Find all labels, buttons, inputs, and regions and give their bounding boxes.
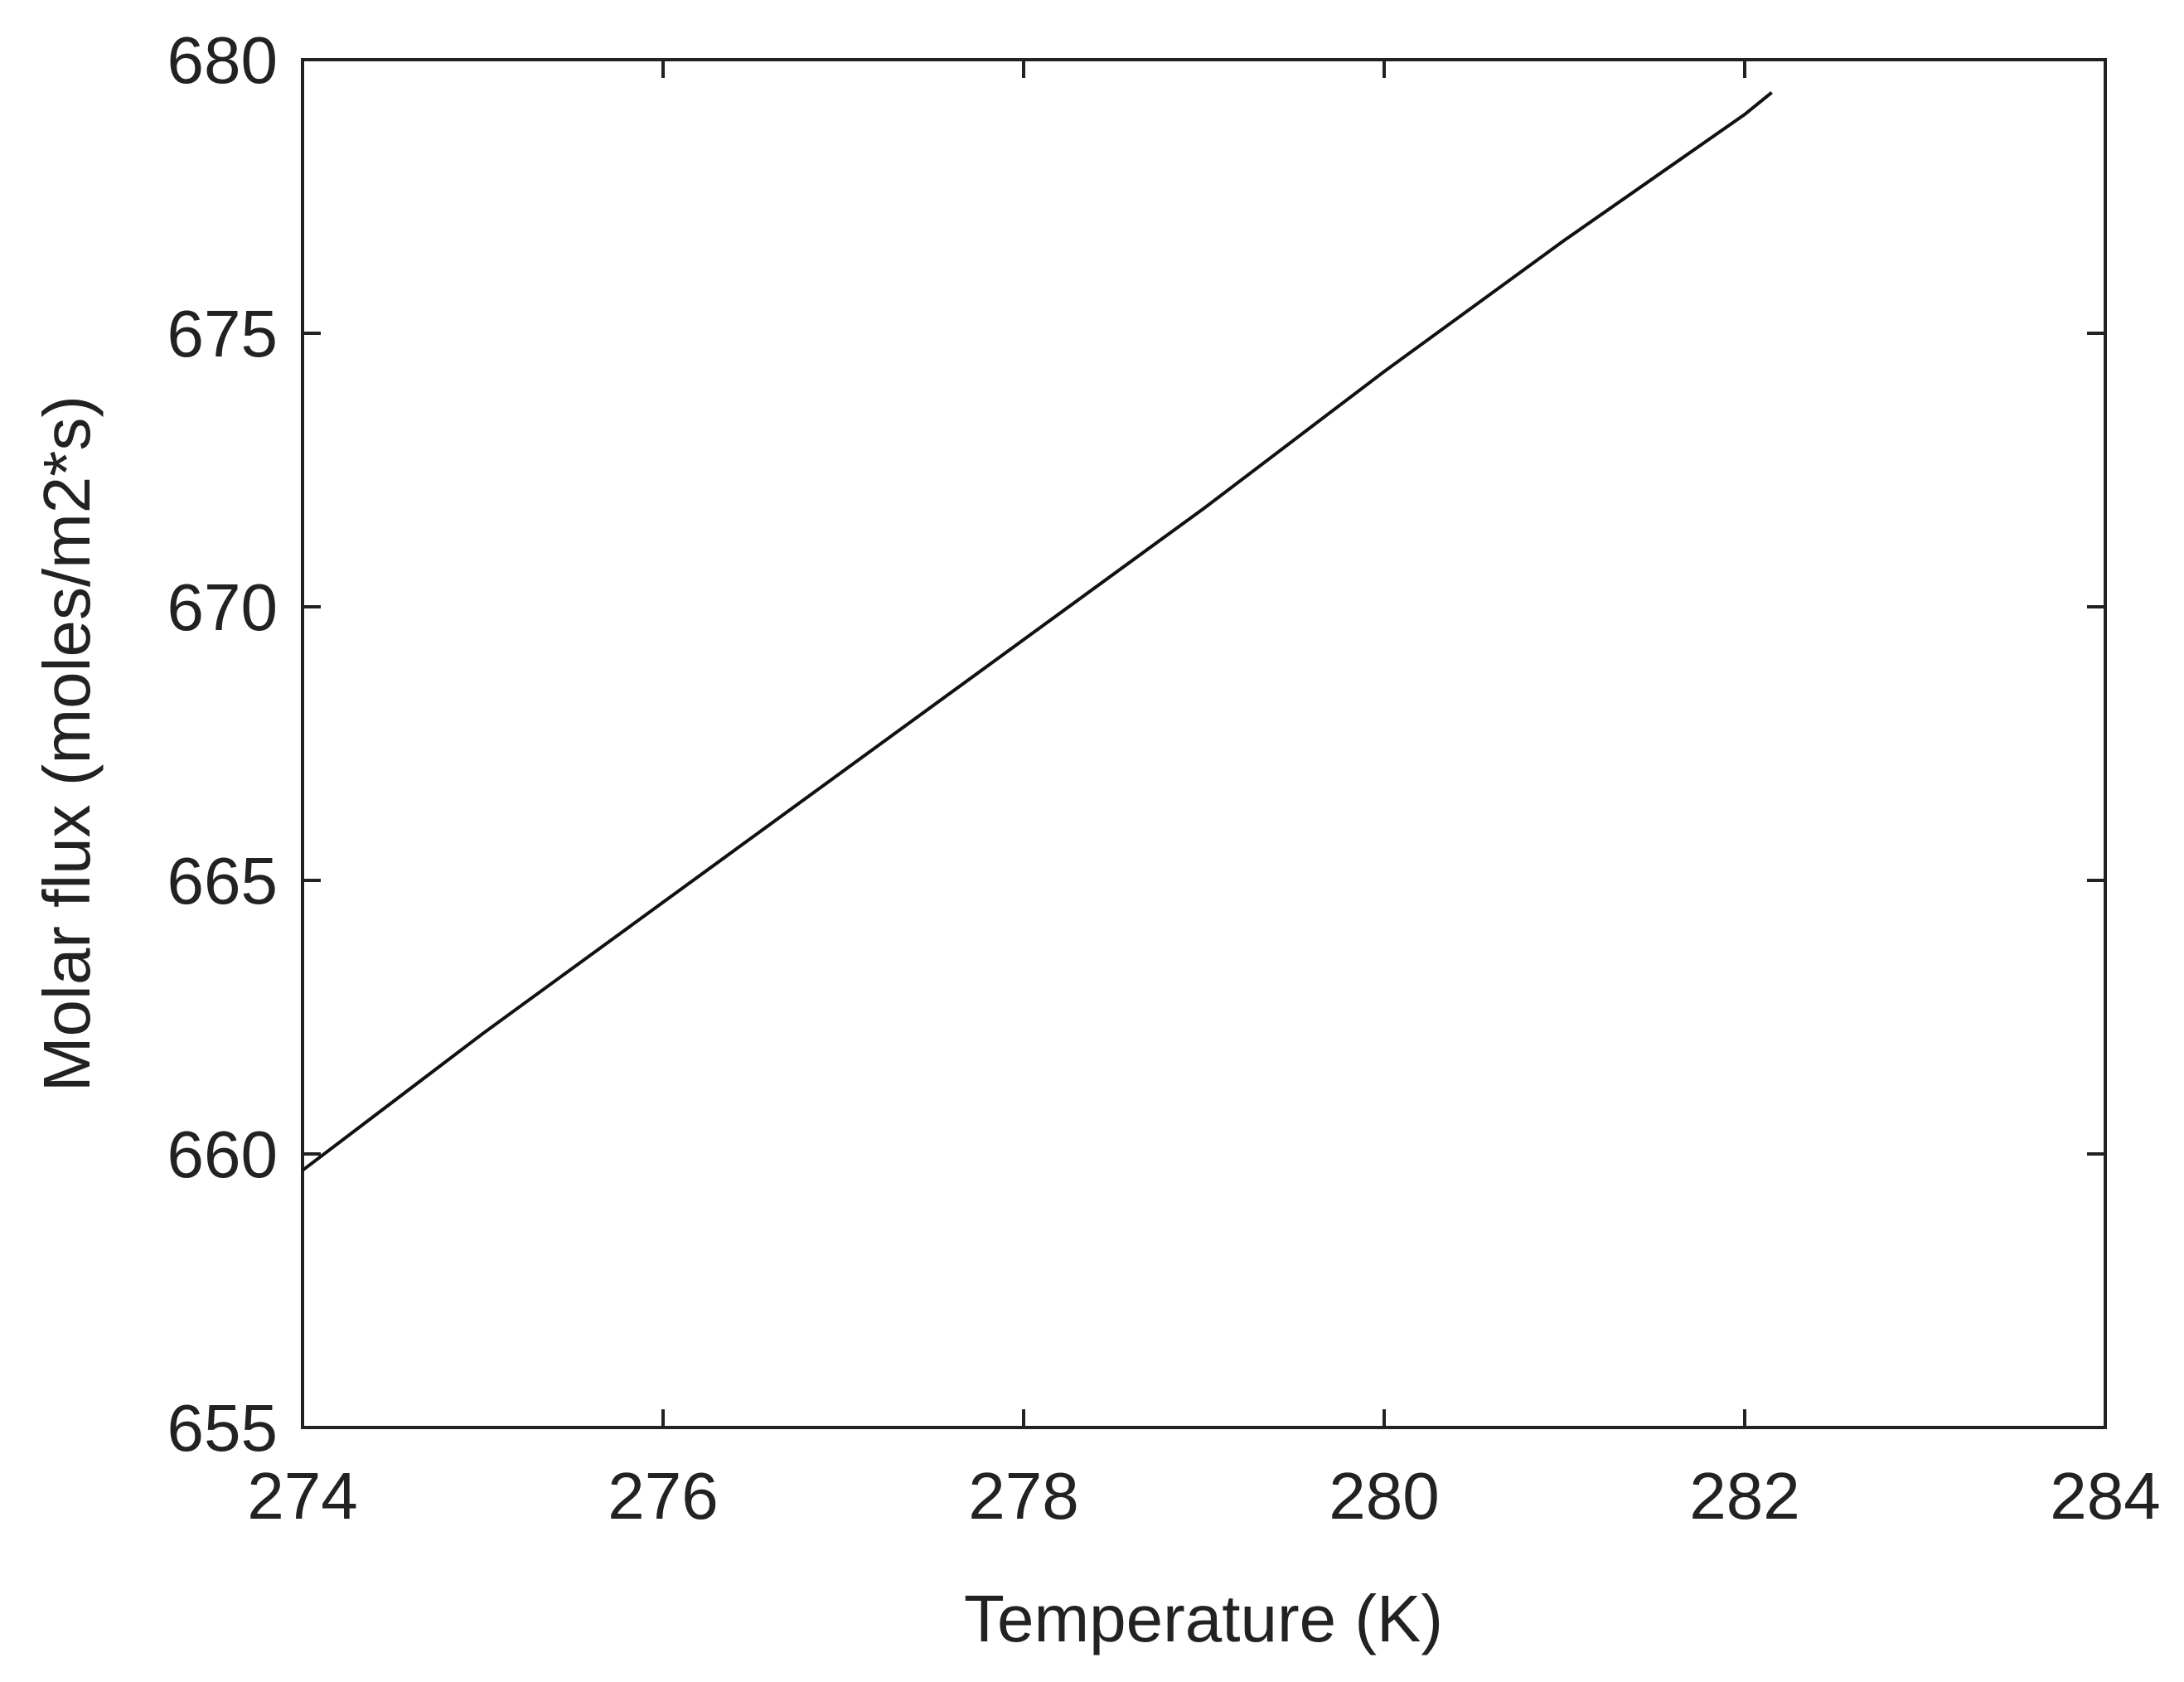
y-tick-label: 675	[167, 297, 278, 371]
y-tick-labels: 655 660 665 670 675 680	[167, 23, 278, 1465]
y-tick-label: 655	[167, 1391, 278, 1465]
y-tick-label: 670	[167, 570, 278, 644]
y-tick-label: 665	[167, 844, 278, 918]
x-axis-title: Temperature (K)	[964, 1582, 1443, 1655]
x-tick-label: 284	[2050, 1459, 2160, 1533]
y-axis-title: Molar flux (moles/m2*s)	[30, 395, 104, 1092]
x-tick-label: 280	[1329, 1459, 1439, 1533]
series-line	[301, 91, 1773, 1172]
y-tick-label: 680	[167, 23, 278, 97]
x-tick-label: 282	[1689, 1459, 1799, 1533]
series-layer	[301, 91, 1773, 1172]
x-tick-label: 278	[968, 1459, 1078, 1533]
x-tick-label: 274	[247, 1459, 357, 1533]
x-tick-label: 276	[608, 1459, 718, 1533]
axis-ticks	[301, 58, 2107, 1429]
x-tick-labels: 274 276 278 280 282 284	[247, 1459, 2160, 1533]
y-tick-label: 660	[167, 1117, 278, 1191]
plot-frame	[301, 58, 2107, 1429]
